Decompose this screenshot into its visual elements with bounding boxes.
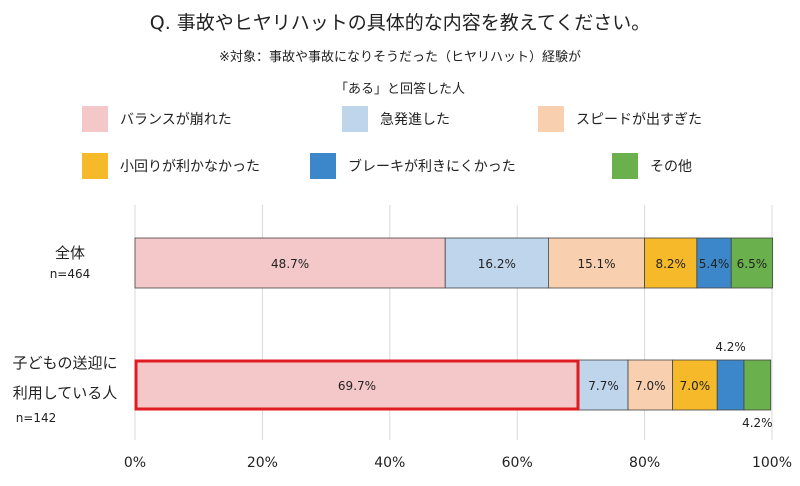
- legend-item: その他: [612, 153, 692, 179]
- chart-subtitle-line2: 「ある」と回答した人: [334, 82, 465, 97]
- bar-value-label: 4.2%: [715, 340, 746, 354]
- bar-segment: [743, 359, 772, 411]
- bar-segment: [134, 237, 446, 289]
- legend-item: 小回りが利かなかった: [82, 153, 260, 179]
- highlight-box: [134, 359, 580, 411]
- legend-item: ブレーキが利きにくかった: [310, 153, 516, 179]
- bar-value-label: 15.1%: [577, 257, 615, 271]
- bar-segment: [627, 359, 674, 411]
- category-label: 利用している人: [13, 384, 118, 402]
- legend-item: スピードが出すぎた: [538, 106, 702, 132]
- category-label: 全体: [55, 244, 85, 262]
- category-n: n=464: [50, 267, 91, 281]
- legend-item: 急発進した: [342, 106, 450, 132]
- bar-value-label: 16.2%: [478, 257, 516, 271]
- bar-value-label: 48.7%: [271, 257, 309, 271]
- bar-segment: [696, 237, 732, 289]
- chart-title: Q. 事故やヒヤリハットの具体的な内容を教えてください。: [149, 12, 651, 34]
- legend-label: ブレーキが利きにくかった: [348, 159, 516, 175]
- bar-value-label: 6.5%: [737, 257, 768, 271]
- legend-label: その他: [650, 159, 692, 175]
- legend-swatch: [82, 106, 108, 132]
- category-n: n=142: [16, 411, 57, 425]
- bar-segment: [644, 237, 698, 289]
- bar-segment: [672, 359, 718, 411]
- bar-value-label: 5.4%: [699, 257, 730, 271]
- legend-label: 急発進した: [380, 112, 450, 128]
- bar-value-label: 7.0%: [680, 379, 711, 393]
- legend-swatch: [82, 153, 108, 179]
- bar-segment: [730, 237, 774, 289]
- bar-value-label: 4.2%: [742, 416, 773, 430]
- legend-swatch: [342, 106, 368, 132]
- bar-segment: [716, 359, 745, 411]
- x-tick-label: 20%: [247, 455, 278, 471]
- legend-label: バランスが崩れた: [120, 112, 232, 128]
- legend-label: スピードが出すぎた: [576, 112, 702, 128]
- x-tick-label: 60%: [502, 455, 533, 471]
- legend-swatch: [612, 153, 638, 179]
- x-tick-label: 80%: [629, 455, 660, 471]
- bar-value-label: 8.2%: [655, 257, 686, 271]
- legend-item: バランスが崩れた: [82, 106, 232, 132]
- legend-label: 小回りが利かなかった: [120, 159, 260, 175]
- bar-segment: [548, 237, 646, 289]
- category-label: 子どもの送迎に: [12, 354, 117, 372]
- x-tick-label: 40%: [374, 455, 405, 471]
- x-tick-label: 100%: [752, 455, 792, 471]
- x-tick-label: 0%: [124, 455, 146, 471]
- bar-value-label: 69.7%: [338, 379, 376, 393]
- bar-value-label: 7.0%: [635, 379, 666, 393]
- legend-swatch: [310, 153, 336, 179]
- bar-value-label: 7.7%: [588, 379, 619, 393]
- chart-subtitle-line1: ※対象：事故や事故になりそうだった（ヒヤリハット）経験が: [219, 50, 581, 65]
- legend-swatch: [538, 106, 564, 132]
